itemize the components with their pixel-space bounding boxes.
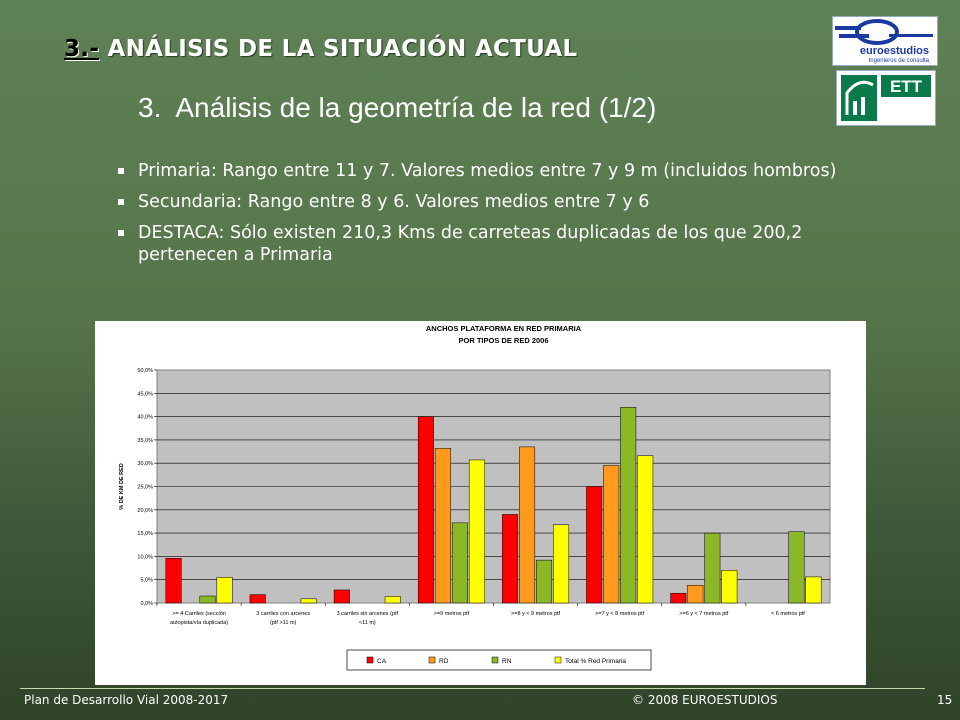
x-tick-label: <11 m): [359, 620, 376, 626]
x-tick-label: >= 4 Carriles (sección: [172, 611, 226, 617]
bullet-item: Secundaria: Rango entre 8 y 6. Valores m…: [118, 191, 858, 213]
legend-swatch: [366, 656, 374, 664]
bullet-item: DESTACA: Sólo existen 210,3 Kms de carre…: [118, 222, 858, 266]
y-axis-label: % DE KM DE RED: [119, 463, 125, 509]
legend-swatch: [428, 656, 436, 664]
footer-copyright: © 2008 EUROESTUDIOS: [632, 693, 778, 707]
legend-label: Total % Red Primaria: [565, 658, 626, 665]
x-tick-label: autopista/vía duplicada): [170, 620, 228, 626]
ett-logo: ETT: [836, 70, 936, 126]
y-tick-label: 45,0%: [137, 391, 153, 397]
x-tick-label: 3 carriles con arcenes: [256, 611, 310, 617]
legend-label: CA: [377, 658, 387, 665]
bar: [249, 594, 266, 604]
bullet-square-icon: [118, 168, 124, 174]
bar: [603, 465, 620, 604]
y-tick-label: 35,0%: [137, 438, 153, 444]
footer-divider: [20, 688, 925, 689]
x-tick-label: (ptf >11 m): [270, 620, 297, 626]
y-tick-label: 10,0%: [137, 554, 153, 560]
y-tick-label: 0,0%: [140, 601, 153, 607]
chart-subtitle: POR TIPOS DE RED 2006: [458, 336, 548, 345]
chart-legend: [346, 649, 652, 671]
bar: [670, 592, 687, 604]
x-tick-label: 3 carriles sin arcenes (ptf: [337, 611, 399, 617]
slide-subtitle: 3. Análisis de la geometría de la red (1…: [138, 92, 656, 124]
footer-plan-name: Plan de Desarrollo Vial 2008-2017: [24, 693, 229, 707]
bar: [519, 446, 536, 604]
x-tick-label: < 6 metros ptf: [771, 611, 805, 617]
x-tick-label: >=7 y < 8 metros ptf: [595, 611, 645, 617]
section-title-text: ANÁLISIS DE LA SITUACIÓN ACTUAL: [107, 36, 578, 62]
bar: [502, 514, 519, 604]
footer-page-number: 15: [937, 693, 953, 707]
bar: [300, 598, 317, 604]
bullet-square-icon: [118, 230, 124, 236]
bar: [553, 524, 570, 604]
bar: [721, 570, 738, 604]
bullet-square-icon: [118, 199, 124, 205]
bar: [704, 532, 721, 604]
legend-label: RD: [439, 658, 449, 665]
x-tick-label: >=8 y < 9 metros ptf: [511, 611, 561, 617]
bar: [468, 459, 485, 604]
ett-name: ETT: [890, 77, 923, 96]
bar: [417, 416, 434, 604]
bar: [165, 558, 182, 604]
bullet-text: Primaria: Rango entre 11 y 7. Valores me…: [138, 161, 837, 181]
bar: [333, 589, 350, 604]
bullet-item: Primaria: Rango entre 11 y 7. Valores me…: [118, 160, 858, 182]
bar: [788, 531, 805, 604]
y-tick-label: 20,0%: [137, 508, 153, 514]
bar-chart: ANCHOS PLATAFORMA EN RED PRIMARIA POR TIP…: [119, 324, 831, 671]
legend-swatch: [491, 656, 499, 664]
y-tick-label: 25,0%: [137, 485, 153, 491]
subtitle-text: Análisis de la geometría de la red (1/2): [175, 92, 657, 123]
bar: [199, 595, 216, 604]
bullet-list: Primaria: Rango entre 11 y 7. Valores me…: [118, 160, 858, 275]
euroestudios-logo-graphic: euroestudios Ingenieros de consulta: [835, 19, 933, 64]
bar: [536, 559, 553, 604]
bar: [620, 407, 637, 604]
bar: [586, 486, 603, 604]
legend-label: RN: [502, 658, 512, 665]
x-tick-label: >=9 metros ptf: [434, 611, 470, 617]
euroestudios-name: euroestudios: [860, 45, 929, 57]
legend-swatch: [554, 656, 562, 664]
bar: [216, 577, 233, 604]
euroestudios-logo: euroestudios Ingenieros de consulta: [832, 16, 938, 66]
y-tick-label: 50,0%: [137, 368, 153, 374]
bar: [805, 576, 822, 604]
bar: [384, 596, 401, 604]
chart-title: ANCHOS PLATAFORMA EN RED PRIMARIA: [426, 324, 582, 333]
subtitle-number: 3.: [138, 92, 162, 123]
bar: [637, 455, 654, 604]
bar: [451, 522, 468, 604]
bar: [687, 585, 704, 604]
bar: [434, 448, 451, 604]
ett-logo-graphic: ETT: [841, 75, 931, 121]
y-tick-label: 30,0%: [137, 461, 153, 467]
bullet-text: DESTACA: Sólo existen 210,3 Kms de carre…: [138, 223, 803, 265]
section-title: 3.- ANÁLISIS DE LA SITUACIÓN ACTUAL: [64, 36, 577, 62]
bullet-text: Secundaria: Rango entre 8 y 6. Valores m…: [138, 192, 650, 212]
euroestudios-tagline: Ingenieros de consulta: [869, 58, 930, 64]
x-tick-label: >=6 y < 7 metros ptf: [679, 611, 729, 617]
chart-container: ANCHOS PLATAFORMA EN RED PRIMARIA POR TIP…: [95, 321, 866, 685]
y-tick-label: 15,0%: [137, 531, 153, 537]
section-number: 3.-: [64, 36, 100, 62]
y-tick-label: 40,0%: [137, 415, 153, 421]
y-tick-label: 5,0%: [140, 578, 153, 584]
